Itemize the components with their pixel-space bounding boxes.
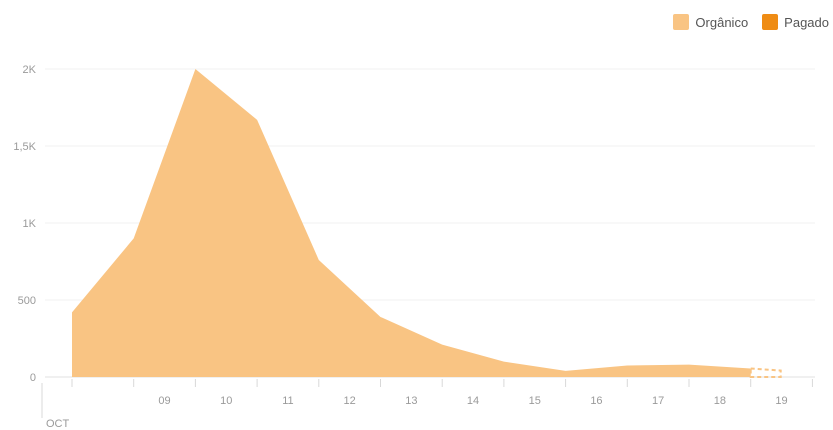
legend-swatch-pagado [762, 14, 779, 30]
x-tick-label: 12 [344, 395, 356, 407]
y-tick-label: 2K [23, 64, 37, 76]
x-tick-label: 18 [714, 395, 726, 407]
legend-swatch-organico [673, 14, 690, 30]
x-tick-label: 13 [405, 395, 417, 407]
legend-label-organico: Orgânico [695, 14, 749, 30]
legend-label-pagado: Pagado [784, 14, 829, 30]
chart-legend: Orgânico Pagado [659, 14, 829, 30]
x-tick-label: 10 [220, 395, 232, 407]
legend-item-pagado[interactable]: Pagado [762, 14, 829, 30]
x-tick-label: 17 [652, 395, 664, 407]
x-tick-label: 11 [282, 395, 293, 407]
x-tick-label: 09 [158, 395, 170, 407]
area-series [72, 69, 782, 378]
area-projection-dashed [749, 367, 782, 378]
y-tick-label: 1K [23, 218, 37, 230]
x-tick-label: 19 [775, 395, 787, 407]
x-axis-month-label: OCT [46, 418, 70, 430]
x-axis: OCT091011121314151617181920 [41, 379, 813, 430]
x-tick-label: 15 [529, 395, 541, 407]
y-tick-label: 500 [18, 295, 36, 307]
legend-item-organico[interactable]: Orgânico [673, 14, 748, 30]
y-axis: 0 500 1K 1,5K 2K [13, 64, 36, 384]
y-tick-label: 1,5K [13, 141, 36, 153]
y-tick-label: 0 [30, 372, 36, 384]
x-tick-label: 14 [467, 395, 479, 407]
area-organico [72, 69, 751, 377]
x-tick-label: 16 [590, 395, 602, 407]
